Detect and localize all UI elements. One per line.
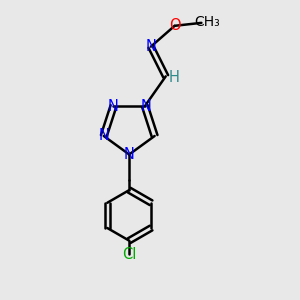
Text: N: N [141,99,152,114]
Text: H: H [169,70,179,85]
Text: N: N [146,39,156,54]
Text: N: N [98,128,109,143]
Text: CH₃: CH₃ [194,15,220,29]
Text: Cl: Cl [122,247,136,262]
Text: O: O [169,18,181,33]
Text: N: N [124,147,135,162]
Text: N: N [108,99,119,114]
